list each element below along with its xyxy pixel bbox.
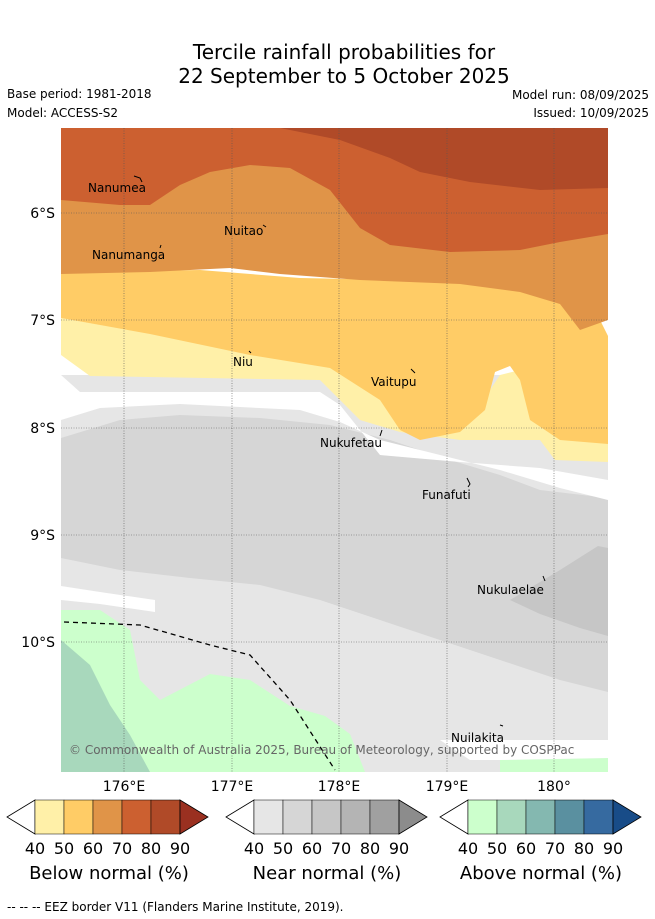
below-colorbar-tick-50: 50 <box>54 839 74 858</box>
above-colorbar-tick-90: 90 <box>603 839 623 858</box>
near-colorbar-segment-1 <box>282 799 313 835</box>
below-colorbar-tick-90: 90 <box>170 839 190 858</box>
label-nukulaelae: Nukulaelae <box>477 583 544 597</box>
lon-tick-178e: 178°E <box>318 779 361 795</box>
label-nanumanga: Nanumanga <box>92 248 165 262</box>
near-colorbar-under-arrow <box>225 799 255 835</box>
model-run: Model run: 08/09/2025 <box>511 88 649 102</box>
below-colorbar-segment-3 <box>121 799 152 835</box>
near-colorbar-segment-3 <box>340 799 371 835</box>
near-colorbar-tick-50: 50 <box>273 839 293 858</box>
probability-field <box>61 128 608 772</box>
near-colorbar-over-arrow <box>398 799 428 835</box>
near-colorbar-tick-70: 70 <box>331 839 351 858</box>
gridlines <box>61 128 608 772</box>
below-normal-50-region <box>61 270 608 444</box>
eez-border-line <box>63 621 336 771</box>
lat-tick-7s: 7°S <box>30 313 55 329</box>
island-marks <box>133 175 546 727</box>
lat-tick-6s: 6°S <box>30 206 55 222</box>
above-colorbar-segment-3 <box>554 799 585 835</box>
lat-tick-8s: 8°S <box>30 421 55 437</box>
near-colorbar-tick-60: 60 <box>302 839 322 858</box>
above-colorbar-tick-80: 80 <box>574 839 594 858</box>
above-colorbar-segment-1 <box>496 799 527 835</box>
label-niu: Niu <box>233 355 253 369</box>
below-colorbar-segment-4 <box>150 799 181 835</box>
near-normal-50-region <box>61 415 608 692</box>
below-colorbar-segment-2 <box>92 799 123 835</box>
lon-tick-180: 180° <box>537 779 571 795</box>
below-colorbar-under-arrow <box>6 799 36 835</box>
issued-date: Issued: 10/09/2025 <box>533 106 649 120</box>
above-colorbar-tick-60: 60 <box>516 839 536 858</box>
near-normal-60-region <box>510 546 608 636</box>
below-colorbar-tick-60: 60 <box>83 839 103 858</box>
label-funafuti: Funafuti <box>422 488 471 502</box>
above-colorbar-segment-2 <box>525 799 556 835</box>
white-gap-south <box>61 586 155 612</box>
lon-tick-179e: 179°E <box>426 779 469 795</box>
below-normal-80-region <box>280 128 608 190</box>
colorbar-below-normal: 40 50 60 70 80 90 <box>6 799 209 858</box>
below-colorbar-segment-0 <box>34 799 65 835</box>
label-vaitupu: Vaitupu <box>371 375 417 389</box>
below-colorbar-over-arrow <box>179 799 209 835</box>
above-colorbar-over-arrow <box>612 799 642 835</box>
below-normal-40-region <box>61 318 608 462</box>
above-colorbar-tick-50: 50 <box>487 839 507 858</box>
above-colorbar-tick-40: 40 <box>458 839 478 858</box>
near-colorbar-tick-40: 40 <box>244 839 264 858</box>
above-colorbar-segment-4 <box>583 799 614 835</box>
colorbar-above-normal: 40 50 60 70 80 90 <box>439 799 642 858</box>
label-nuitao: Nuitao <box>224 224 263 238</box>
colorbar-legends: 40 50 60 70 80 90 40 50 60 70 80 90 40 50 60 70 80 90 <box>6 799 642 858</box>
label-nanumea: Nanumea <box>88 181 146 195</box>
below-colorbar-tick-40: 40 <box>25 839 45 858</box>
near-colorbar-segment-4 <box>369 799 400 835</box>
above-normal-south-region <box>500 758 608 772</box>
colorbar-above-title: Above normal (%) <box>459 863 623 884</box>
model-name: Model: ACCESS-S2 <box>7 106 119 120</box>
below-colorbar-tick-80: 80 <box>141 839 161 858</box>
near-colorbar-segment-2 <box>311 799 342 835</box>
near-colorbar-segment-0 <box>253 799 284 835</box>
copyright-notice: © Commonwealth of Australia 2025, Bureau… <box>69 743 574 757</box>
lon-tick-176e: 176°E <box>103 779 146 795</box>
title-line-2: 22 September to 5 October 2025 <box>178 64 510 88</box>
lat-tick-9s: 9°S <box>30 528 55 544</box>
white-gap-southeast <box>440 740 608 760</box>
colorbar-near-normal: 40 50 60 70 80 90 <box>225 799 428 858</box>
above-normal-50-region <box>61 640 150 772</box>
label-nuilakita: Nuilakita <box>451 731 504 745</box>
near-colorbar-tick-80: 80 <box>360 839 380 858</box>
lon-tick-177e: 177°E <box>211 779 254 795</box>
title-line-1: Tercile rainfall probabilities for <box>192 40 496 64</box>
above-colorbar-tick-70: 70 <box>545 839 565 858</box>
colorbar-near-title: Near normal (%) <box>252 863 402 884</box>
below-colorbar-segment-1 <box>63 799 94 835</box>
eez-footer-note: -- -- -- EEZ border V11 (Flanders Marine… <box>7 900 344 914</box>
forecast-map: Nanumea Nanumanga Nuitao Niu Vaitupu Nuk… <box>21 128 608 795</box>
above-colorbar-segment-0 <box>467 799 498 835</box>
near-colorbar-tick-90: 90 <box>389 839 409 858</box>
lat-tick-10s: 10°S <box>21 635 55 651</box>
base-period: Base period: 1981-2018 <box>7 87 152 101</box>
label-nukufetau: Nukufetau <box>320 436 382 450</box>
colorbar-below-title: Below normal (%) <box>29 863 189 884</box>
above-normal-40-region <box>61 610 365 772</box>
above-colorbar-under-arrow <box>439 799 469 835</box>
below-colorbar-tick-70: 70 <box>112 839 132 858</box>
